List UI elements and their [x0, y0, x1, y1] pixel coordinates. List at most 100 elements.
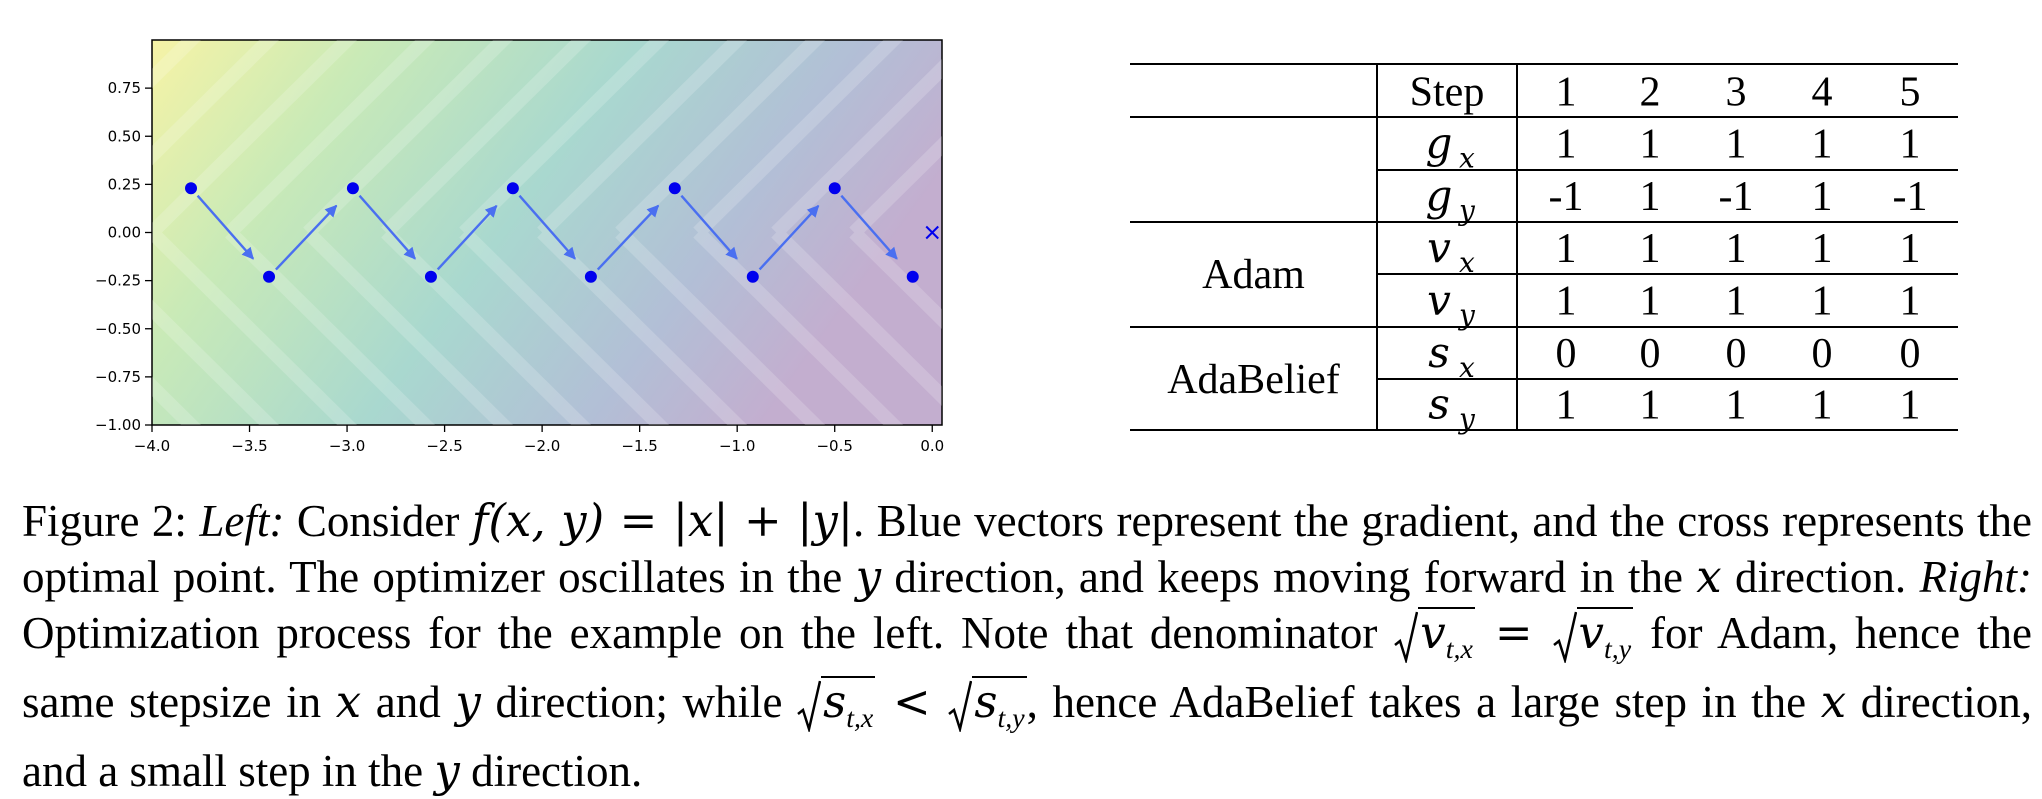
math-s: s [823, 674, 847, 728]
x-tick-label: −3.0 [329, 437, 365, 455]
caption-text: , hence AdaBelief takes a large step in … [1026, 676, 1821, 727]
table-cell: 1 [1726, 226, 1747, 272]
gradient-arrow [758, 204, 820, 271]
table-cell: 1 [1726, 279, 1747, 325]
math-s: s [974, 674, 998, 728]
table-symbol: v [1427, 276, 1451, 325]
x-tick-label: −2.0 [524, 437, 560, 455]
table-header-cell: 3 [1726, 70, 1747, 116]
caption-text: direction, and keeps moving forward in t… [881, 552, 1697, 602]
table-symbol: s [1428, 328, 1450, 377]
plot-area [151, 39, 943, 426]
gradient-arrow [196, 194, 255, 260]
table-cell: 1 [1900, 122, 1921, 168]
table-cell: 1 [1812, 279, 1833, 325]
table-cell: 1 [1556, 279, 1577, 325]
x-tick-label: −1.5 [621, 437, 657, 455]
gradient-arrow [358, 194, 416, 260]
contour-line [849, 136, 942, 329]
math-y: y [455, 674, 481, 728]
optimum-cross [925, 225, 939, 240]
math-x: x [1820, 674, 1847, 728]
table-cell: 1 [1812, 383, 1833, 429]
x-axis: −4.0 −3.5 −3.0 −2.5 −2.0 −1.5 −1.0 −0.5 0.0 [134, 425, 944, 455]
table-cell: 1 [1726, 122, 1747, 168]
table-cell: -1 [1719, 174, 1754, 220]
math-sub: t,y [997, 702, 1025, 734]
data-point [584, 270, 597, 283]
table-cell: 0 [1900, 331, 1921, 377]
y-axis: 0.75 0.50 0.25 0.00 −0.25 −0.50 −0.75 −1.00 [95, 79, 152, 434]
optimizer-points [185, 182, 919, 283]
x-tick-label: −4.0 [134, 437, 170, 455]
caption-text: and [361, 676, 456, 727]
table-symbol-subscript: x [1459, 351, 1475, 384]
y-tick-label: −1.00 [95, 416, 141, 434]
table-cell: 1 [1812, 174, 1833, 220]
table-symbol: s [1428, 380, 1450, 429]
caption-text: direction; while [480, 676, 798, 727]
math-sub: t,y [1603, 633, 1632, 665]
table-group-label: AdaBelief [1167, 357, 1340, 403]
table-cell: 1 [1900, 279, 1921, 325]
caption-text: direction. [459, 745, 643, 796]
table-cell: 1 [1900, 383, 1921, 429]
table-cell: -1 [1549, 174, 1584, 220]
gradient-arrow [840, 194, 898, 260]
math-y: y [434, 743, 460, 797]
left-label: Left: [199, 496, 285, 546]
math-lt: < [875, 674, 949, 728]
gradient-arrow [275, 204, 338, 271]
table-symbol-subscript: y [1457, 194, 1476, 227]
table-cell: 1 [1640, 174, 1661, 220]
table-cell: 0 [1640, 331, 1661, 377]
data-point [668, 182, 681, 195]
table-header-cell: 1 [1556, 70, 1577, 116]
sqrt-vty: vt,y [1552, 605, 1634, 674]
data-point [185, 182, 198, 195]
y-tick-label: −0.50 [95, 320, 141, 338]
table-header-cell: Step [1410, 70, 1485, 116]
gradient-plot: −4.0 −3.5 −3.0 −2.5 −2.0 −1.5 −1.0 −0.5 0.0 0.75… [95, 39, 944, 455]
contour-line [459, 40, 670, 425]
table-symbol: g [1426, 119, 1453, 168]
table-cell: 1 [1640, 279, 1661, 325]
caption-text: direction. [1721, 552, 1920, 602]
gradient-arrow [680, 194, 738, 260]
table-cell: 1 [1640, 226, 1661, 272]
data-point [346, 182, 359, 195]
sqrt-sty: st,y [948, 674, 1027, 743]
data-point [906, 270, 919, 283]
figure-label: Figure 2: [22, 496, 200, 546]
table-cell: -1 [1893, 174, 1928, 220]
x-tick-label: 0.0 [920, 437, 944, 455]
caption-text: Consider [284, 496, 472, 546]
table-header-cell: 5 [1900, 70, 1921, 116]
table-group-label: Adam [1202, 252, 1305, 298]
math-eq: = [1474, 606, 1553, 659]
table-cell: 1 [1556, 122, 1577, 168]
math-y: y [855, 550, 882, 603]
math-v: v [1420, 606, 1446, 659]
math-x: x [335, 674, 362, 728]
y-tick-label: 0.25 [108, 175, 141, 193]
figure-caption: Figure 2: Left: Consider f(x, y) = |x| +… [22, 493, 2032, 799]
table-cell: 1 [1556, 226, 1577, 272]
x-tick-label: −0.5 [816, 437, 852, 455]
y-tick-label: 0.50 [108, 127, 141, 145]
table-cell: 1 [1556, 383, 1577, 429]
math-sub: t,x [846, 702, 874, 734]
table-symbol-subscript: y [1457, 403, 1476, 436]
gradient-arrow [596, 204, 660, 271]
table-header-cell: 2 [1640, 70, 1661, 116]
table-cell: 0 [1812, 331, 1833, 377]
contour-line [693, 40, 904, 425]
table-header-cell: 4 [1812, 70, 1833, 116]
contour-line [537, 40, 748, 425]
right-label: Right: [1919, 552, 2032, 602]
y-tick-label: −0.25 [95, 272, 141, 290]
table-cell: 1 [1726, 383, 1747, 429]
caption-text: for Adam, hence the same stepsize in [22, 608, 2032, 727]
y-tick-label: −0.75 [95, 368, 141, 386]
